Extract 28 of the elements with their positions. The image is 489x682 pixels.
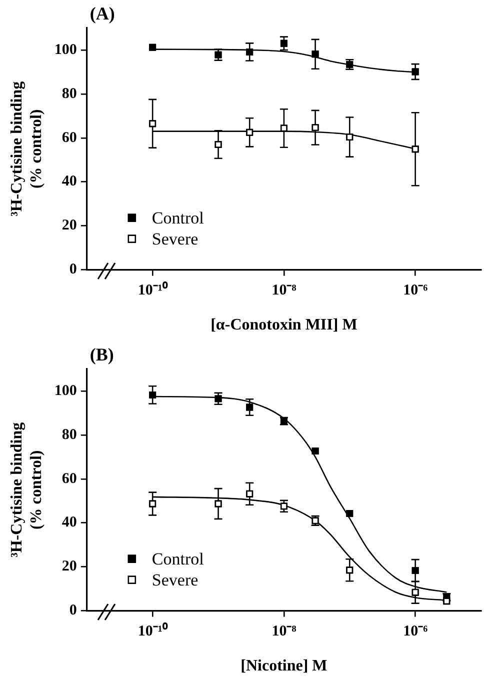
x-tick-label: 10⁻⁸ xyxy=(272,624,297,640)
chart-title: (B) xyxy=(90,344,114,365)
x-tick-label: 10⁻¹⁰ xyxy=(138,622,168,640)
y-tick-label: 60 xyxy=(62,470,77,487)
x-tick-label: 10⁻⁶ xyxy=(403,624,428,640)
y-axis-title: ³H-Cytisine binding (% control) xyxy=(8,81,45,216)
y-axis-title: ³H-Cytisine binding (% control) xyxy=(8,422,45,558)
y-tick-label: 100 xyxy=(54,382,77,399)
y-tick-label: 80 xyxy=(62,86,77,102)
y-tick-label: 20 xyxy=(62,218,77,234)
legend-label: Severe xyxy=(152,570,198,590)
y-tick-label: 80 xyxy=(62,426,77,443)
x-tick-label: 10⁻¹⁰ xyxy=(138,280,168,299)
y-tick-label: 20 xyxy=(62,558,77,575)
y-tick-label: 40 xyxy=(62,174,77,190)
x-tick-label: 10⁻⁶ xyxy=(403,282,428,299)
x-axis-title: [Nicotine] M xyxy=(240,658,328,675)
chart-title: (A) xyxy=(90,4,115,24)
y-tick-label: 0 xyxy=(69,602,77,619)
y-tick-label: 40 xyxy=(62,514,77,531)
legend-label: Control xyxy=(152,549,204,568)
y-tick-label: 60 xyxy=(62,130,77,146)
legend-label: Severe xyxy=(152,229,198,248)
y-tick-label: 0 xyxy=(69,262,77,278)
y-tick-label: 100 xyxy=(54,42,77,58)
x-axis-title: [α-Conotoxin MII] M xyxy=(210,316,358,334)
legend-label: Control xyxy=(152,208,204,228)
x-tick-label: 10⁻⁸ xyxy=(272,282,297,299)
